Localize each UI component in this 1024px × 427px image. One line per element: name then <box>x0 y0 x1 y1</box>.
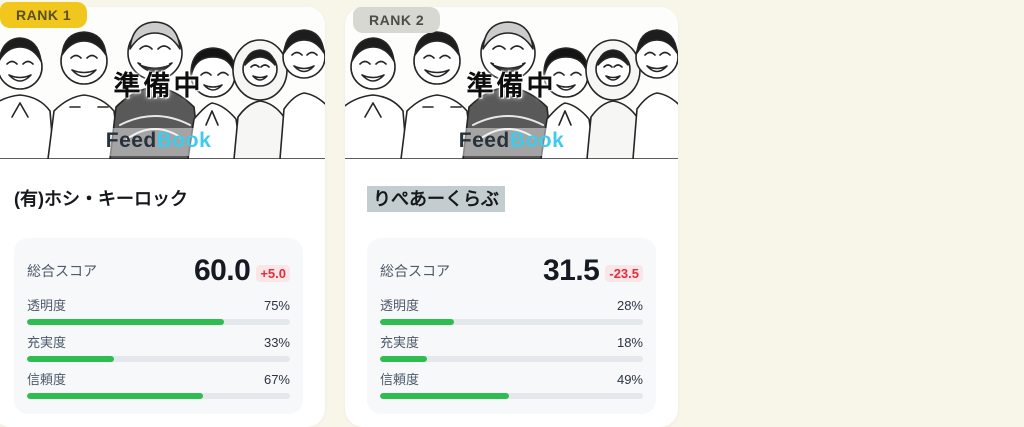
logo-book-text: Book <box>509 129 565 152</box>
metric-value: 75% <box>263 298 290 314</box>
metric-row-transparency: 透明度 75% <box>27 295 290 326</box>
feedbook-logo: FeedBook <box>93 128 224 156</box>
progress-bar-track <box>380 319 643 326</box>
metric-label: 充実度 <box>27 335 67 351</box>
progress-bar-fill <box>380 319 454 326</box>
progress-bar-fill <box>380 356 428 363</box>
metric-value: 67% <box>263 372 290 388</box>
total-score-label: 総合スコア <box>27 262 97 279</box>
metric-label: 充実度 <box>380 335 420 351</box>
metric-row-completeness: 充実度 33% <box>27 332 290 363</box>
preparing-overlay-text: 準備中 <box>466 71 557 101</box>
progress-bar-track <box>27 319 290 326</box>
metric-value: 18% <box>616 335 643 351</box>
progress-bar-fill <box>380 393 509 400</box>
total-score-value: 31.5 <box>542 254 600 288</box>
metric-label: 透明度 <box>380 298 420 314</box>
progress-bar-track <box>27 356 290 363</box>
ranking-card-1[interactable]: RANK 1 準備中 FeedBook (有)ホシ・キーロック 総合スコア 60… <box>0 2 325 427</box>
metric-value: 49% <box>616 372 643 388</box>
total-score-value: 60.0 <box>193 254 251 288</box>
score-delta-badge: -23.5 <box>605 265 643 283</box>
progress-bar-fill <box>27 319 225 326</box>
metric-row-transparency: 透明度 28% <box>380 295 643 326</box>
logo-book-text: Book <box>156 129 212 152</box>
score-panel: 総合スコア 60.0 +5.0 透明度 75% 充実度 33% 信頼度 67% <box>14 238 303 415</box>
team-illustration: 準備中 FeedBook <box>0 7 325 159</box>
metric-value: 28% <box>616 298 643 314</box>
rank-badge: RANK 2 <box>353 7 441 33</box>
metric-label: 信頼度 <box>380 372 420 388</box>
metric-row-reliability: 信頼度 67% <box>27 369 290 400</box>
feedbook-logo: FeedBook <box>446 128 577 156</box>
company-name: りぺあーくらぶ <box>367 186 656 212</box>
score-panel: 総合スコア 31.5 -23.5 透明度 28% 充実度 18% 信頼度 49% <box>367 238 656 415</box>
rank-badge: RANK 1 <box>0 2 88 28</box>
total-score-label: 総合スコア <box>380 262 450 279</box>
metric-value: 33% <box>263 335 290 351</box>
highlighted-name: りぺあーくらぶ <box>367 186 505 212</box>
progress-bar-track <box>380 356 643 363</box>
company-name: (有)ホシ・キーロック <box>14 189 188 209</box>
metric-row-reliability: 信頼度 49% <box>380 369 643 400</box>
score-delta-badge: +5.0 <box>256 265 290 283</box>
preparing-overlay-text: 準備中 <box>113 71 204 101</box>
logo-feed-text: Feed <box>105 129 157 152</box>
progress-bar-fill <box>27 356 114 363</box>
logo-feed-text: Feed <box>458 129 510 152</box>
metric-label: 透明度 <box>27 298 67 314</box>
progress-bar-track <box>380 393 643 400</box>
progress-bar-fill <box>27 393 204 400</box>
metric-label: 信頼度 <box>27 372 67 388</box>
ranking-card-2[interactable]: RANK 2 準備中 FeedBook りぺあーくらぶ 総合スコア 31.5 -… <box>345 7 678 427</box>
metric-row-completeness: 充実度 18% <box>380 332 643 363</box>
progress-bar-track <box>27 393 290 400</box>
